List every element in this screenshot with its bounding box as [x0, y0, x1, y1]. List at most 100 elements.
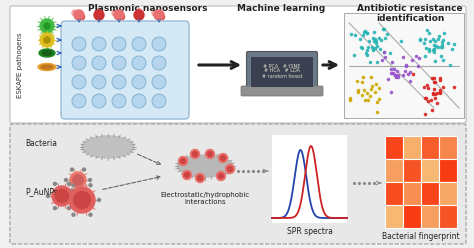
Circle shape [192, 152, 198, 156]
Point [426, 38, 433, 42]
Point [387, 71, 395, 75]
Text: # HCA   # LDA: # HCA # LDA [264, 68, 300, 73]
Point [363, 91, 371, 95]
Point [374, 110, 381, 114]
Point [375, 86, 383, 90]
Point [394, 73, 402, 77]
Point [388, 71, 396, 75]
Circle shape [92, 37, 106, 51]
Circle shape [55, 189, 69, 203]
Circle shape [72, 184, 75, 187]
Ellipse shape [38, 63, 56, 70]
Point [359, 46, 366, 50]
Point [433, 92, 440, 95]
Point [360, 30, 368, 34]
Point [430, 80, 438, 84]
Bar [385, 205, 403, 228]
Circle shape [40, 33, 54, 47]
Point [361, 97, 369, 101]
Point [401, 69, 409, 73]
Circle shape [195, 174, 204, 183]
Point [347, 32, 355, 36]
Circle shape [112, 56, 126, 70]
Point [406, 70, 414, 74]
Circle shape [89, 184, 92, 187]
Point [368, 84, 375, 88]
Point [375, 36, 383, 40]
Point [368, 88, 375, 92]
Point [429, 48, 437, 52]
Point [359, 33, 366, 37]
Bar [439, 205, 457, 228]
Point [430, 88, 438, 92]
Bar [385, 159, 403, 182]
Text: ESKAPE pathogens: ESKAPE pathogens [17, 32, 23, 98]
Circle shape [219, 154, 228, 162]
Circle shape [89, 179, 91, 182]
Point [358, 93, 365, 97]
Point [428, 108, 435, 112]
Point [366, 94, 374, 98]
Circle shape [92, 75, 106, 89]
Circle shape [72, 94, 86, 108]
Point [434, 37, 442, 41]
Circle shape [73, 175, 83, 185]
Text: Electrostatic/hydrophobic
interactions: Electrostatic/hydrophobic interactions [160, 191, 250, 205]
Point [384, 77, 392, 81]
Point [381, 36, 388, 40]
Text: # random forest: # random forest [262, 73, 302, 79]
Point [405, 72, 412, 76]
Circle shape [67, 207, 71, 210]
Point [381, 55, 389, 59]
Circle shape [132, 56, 146, 70]
Circle shape [54, 182, 56, 185]
Point [369, 47, 377, 51]
Point [439, 58, 447, 62]
Point [375, 97, 383, 101]
Point [445, 41, 452, 45]
Circle shape [134, 10, 144, 20]
Circle shape [132, 75, 146, 89]
Point [360, 88, 367, 92]
Point [430, 76, 438, 80]
Point [423, 28, 431, 32]
Circle shape [152, 37, 166, 51]
Point [429, 91, 437, 95]
Point [430, 50, 438, 54]
Point [359, 75, 367, 79]
Point [412, 54, 420, 58]
Circle shape [71, 168, 73, 171]
Point [424, 86, 432, 90]
Point [421, 96, 429, 100]
Circle shape [80, 14, 84, 20]
Text: Bacteria: Bacteria [25, 139, 57, 149]
Circle shape [217, 172, 226, 181]
Point [346, 98, 354, 102]
Point [427, 98, 435, 102]
Circle shape [112, 37, 126, 51]
Point [426, 47, 433, 51]
Circle shape [40, 19, 54, 33]
Point [386, 51, 393, 55]
FancyBboxPatch shape [61, 21, 189, 119]
Point [416, 37, 424, 41]
Bar [421, 205, 439, 228]
Circle shape [64, 179, 67, 182]
Circle shape [226, 164, 235, 174]
Point [388, 60, 396, 63]
Circle shape [67, 182, 71, 185]
Point [373, 41, 380, 45]
FancyBboxPatch shape [10, 6, 466, 123]
Point [431, 96, 439, 100]
Point [415, 56, 423, 60]
Circle shape [206, 150, 215, 158]
Point [366, 60, 374, 64]
Circle shape [72, 56, 86, 70]
Circle shape [52, 186, 72, 206]
Point [424, 99, 432, 103]
Text: # PCA   # tSNE: # PCA # tSNE [264, 63, 301, 68]
Circle shape [112, 75, 126, 89]
Point [369, 36, 377, 40]
Point [361, 29, 368, 33]
Circle shape [112, 94, 126, 108]
